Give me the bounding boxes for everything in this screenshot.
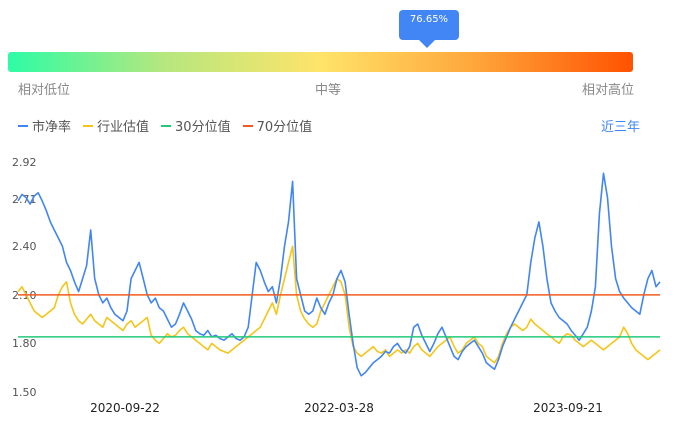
legend-item-pb[interactable]: 市净率 bbox=[18, 116, 71, 135]
percentile-tooltip: 76.65% bbox=[399, 10, 459, 48]
percentile-tooltip-text: 76.65% bbox=[409, 14, 449, 25]
legend-swatch-p30 bbox=[161, 124, 172, 127]
gauge-label-low: 相对低位 bbox=[18, 83, 71, 98]
legend-swatch-pb bbox=[18, 124, 28, 127]
range-selector-button[interactable]: 近三年 bbox=[600, 120, 640, 135]
y-tick-label: 2.40 bbox=[12, 240, 37, 253]
y-tick-label: 1.80 bbox=[12, 337, 37, 350]
y-tick-label: 1.50 bbox=[12, 386, 37, 399]
legend-label-pb: 市净率 bbox=[32, 120, 72, 135]
chart-legend: 市净率 行业估值 30分位值 70分位值 bbox=[18, 116, 312, 135]
legend-item-industry[interactable]: 行业估值 bbox=[83, 116, 149, 135]
series-line-pb bbox=[17, 172, 661, 377]
x-tick-label: 2023-09-21 bbox=[533, 401, 603, 415]
legend-swatch-p70 bbox=[242, 124, 253, 127]
y-tick-label: 2.92 bbox=[12, 156, 37, 169]
legend-swatch-industry bbox=[83, 124, 94, 127]
legend-item-p30[interactable]: 30分位值 bbox=[161, 116, 231, 135]
legend-label-industry: 行业估值 bbox=[97, 120, 150, 135]
legend-item-p70[interactable]: 70分位值 bbox=[242, 116, 313, 135]
x-tick-label: 2020-09-22 bbox=[90, 401, 160, 415]
percentile-gauge-bar bbox=[8, 52, 633, 72]
legend-label-p30: 30分位值 bbox=[175, 120, 231, 135]
legend-label-p70: 70分位值 bbox=[256, 120, 313, 135]
x-tick-label: 2022-03-28 bbox=[304, 401, 374, 415]
series-line-industry bbox=[17, 245, 661, 364]
gauge-label-high: 相对高位 bbox=[582, 83, 635, 98]
gauge-label-mid: 中等 bbox=[315, 83, 342, 98]
